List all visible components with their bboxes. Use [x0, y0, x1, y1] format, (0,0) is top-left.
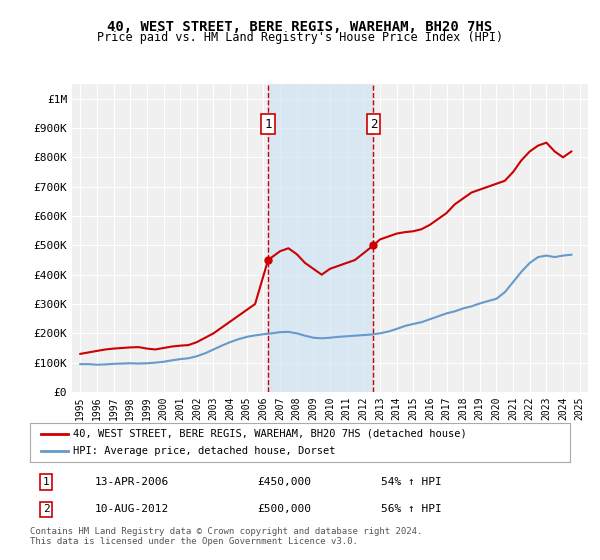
- Text: 2: 2: [43, 505, 50, 515]
- Text: 1: 1: [43, 477, 50, 487]
- Text: HPI: Average price, detached house, Dorset: HPI: Average price, detached house, Dors…: [73, 446, 336, 456]
- Text: Contains HM Land Registry data © Crown copyright and database right 2024.
This d: Contains HM Land Registry data © Crown c…: [30, 526, 422, 546]
- Bar: [268, 84, 373, 392]
- Text: 1: 1: [265, 118, 272, 130]
- Text: 40, WEST STREET, BERE REGIS, WAREHAM, BH20 7HS: 40, WEST STREET, BERE REGIS, WAREHAM, BH…: [107, 20, 493, 34]
- Text: Price paid vs. HM Land Registry's House Price Index (HPI): Price paid vs. HM Land Registry's House …: [97, 31, 503, 44]
- Text: 13-APR-2006: 13-APR-2006: [95, 477, 169, 487]
- Text: £450,000: £450,000: [257, 477, 311, 487]
- Text: 56% ↑ HPI: 56% ↑ HPI: [381, 505, 442, 515]
- Text: 10-AUG-2012: 10-AUG-2012: [95, 505, 169, 515]
- Text: 2: 2: [370, 118, 377, 130]
- Text: 40, WEST STREET, BERE REGIS, WAREHAM, BH20 7HS (detached house): 40, WEST STREET, BERE REGIS, WAREHAM, BH…: [73, 429, 467, 439]
- Text: 54% ↑ HPI: 54% ↑ HPI: [381, 477, 442, 487]
- Text: £500,000: £500,000: [257, 505, 311, 515]
